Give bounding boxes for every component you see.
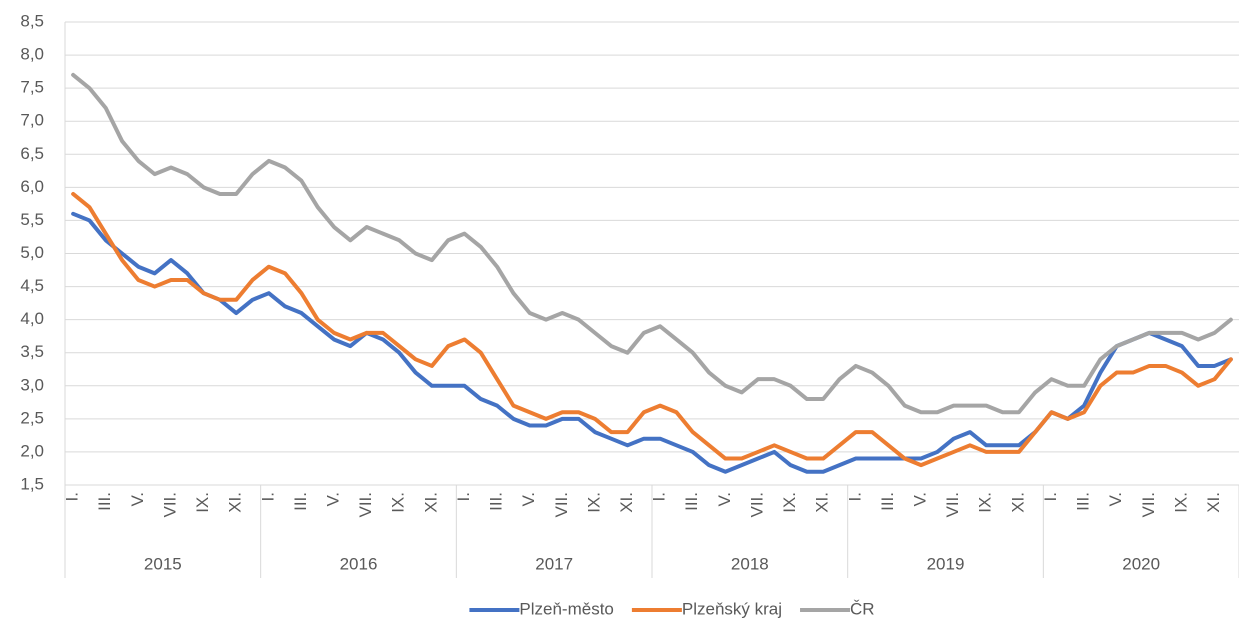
year-label: 2018 [731, 554, 769, 573]
y-tick-label: 5,0 [20, 243, 44, 262]
y-tick-label: 6,5 [20, 144, 44, 163]
x-tick-label: VII. [552, 492, 571, 518]
x-tick-label: IX. [780, 492, 799, 513]
x-tick-label: IX. [976, 492, 995, 513]
y-tick-label: 6,0 [20, 177, 44, 196]
x-tick-label: III. [1074, 492, 1093, 511]
series-line [71, 72, 1233, 415]
legend-label: Plzeň-město [519, 599, 613, 618]
x-tick-label: V. [128, 492, 147, 507]
x-tick-label: I. [650, 492, 669, 501]
x-tick-label: V. [1106, 492, 1125, 507]
y-tick-label: 2,5 [20, 408, 44, 427]
series-line [71, 191, 1233, 468]
x-tick-label: XI. [421, 492, 440, 513]
x-tick-label: IX. [193, 492, 212, 513]
x-tick-label: VII. [160, 492, 179, 518]
x-tick-label: VII. [943, 492, 962, 518]
x-tick-label: IX. [389, 492, 408, 513]
x-tick-label: V. [519, 492, 538, 507]
y-tick-label: 4,0 [20, 309, 44, 328]
x-tick-label: III. [878, 492, 897, 511]
y-tick-label: 7,0 [20, 111, 44, 130]
legend-label: Plzeňský kraj [682, 599, 782, 618]
legend: Plzeň-město Plzeňský kraj ČR [469, 599, 875, 618]
y-tick-label: 2,0 [20, 441, 44, 460]
x-tick-label: I. [845, 492, 864, 501]
x-tick-label: V. [911, 492, 930, 507]
x-tick-label: XI. [813, 492, 832, 513]
y-tick-label: 7,5 [20, 78, 44, 97]
year-label: 2017 [535, 554, 573, 573]
x-tick-label: III. [95, 492, 114, 511]
x-tick-label: XI. [1204, 492, 1223, 513]
x-tick-label: XI. [226, 492, 245, 513]
x-tick-label: VII. [747, 492, 766, 518]
year-label: 2019 [927, 554, 965, 573]
x-tick-label: III. [682, 492, 701, 511]
legend-label: ČR [850, 599, 875, 618]
series-line [71, 211, 1233, 474]
x-tick-label: XI. [617, 492, 636, 513]
y-tick-label: 3,0 [20, 375, 44, 394]
x-tick-label: III. [291, 492, 310, 511]
x-tick-label: III. [487, 492, 506, 511]
x-tick-label: IX. [584, 492, 603, 513]
x-tick-label: IX. [1171, 492, 1190, 513]
y-tick-label: 4,5 [20, 276, 44, 295]
y-tick-label: 8,0 [20, 45, 44, 64]
x-tick-label: XI. [1008, 492, 1027, 513]
y-tick-label: 5,5 [20, 210, 44, 229]
x-tick-label: V. [324, 492, 343, 507]
year-label: 2015 [144, 554, 182, 573]
x-tick-label: I. [258, 492, 277, 501]
y-tick-label: 3,5 [20, 342, 44, 361]
y-tick-label: 8,5 [20, 11, 44, 30]
x-tick-label: VII. [1139, 492, 1158, 518]
x-tick-label: I. [63, 492, 82, 501]
x-tick-label: I. [454, 492, 473, 501]
x-tick-label: V. [715, 492, 734, 507]
x-tick-label: I. [1041, 492, 1060, 501]
year-label: 2016 [340, 554, 378, 573]
y-tick-label: 1,5 [20, 474, 44, 493]
year-label: 2020 [1122, 554, 1160, 573]
x-tick-label: VII. [356, 492, 375, 518]
